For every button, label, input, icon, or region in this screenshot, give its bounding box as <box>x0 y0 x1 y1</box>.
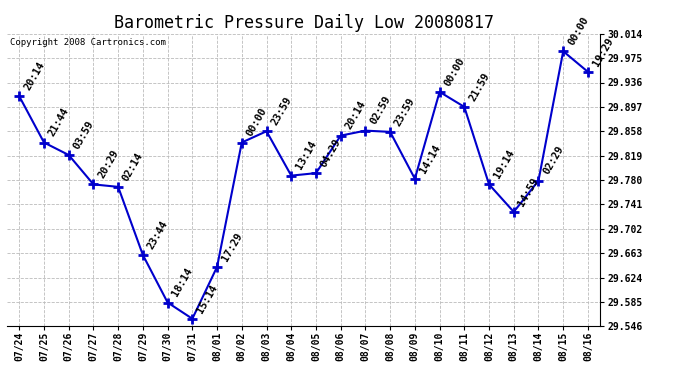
Text: 19:14: 19:14 <box>492 148 516 180</box>
Text: 21:44: 21:44 <box>47 106 71 138</box>
Text: 20:14: 20:14 <box>22 60 46 92</box>
Text: 18:14: 18:14 <box>170 266 195 298</box>
Text: 02:29: 02:29 <box>541 144 566 177</box>
Text: 15:14: 15:14 <box>195 282 219 315</box>
Text: 20:14: 20:14 <box>344 99 368 132</box>
Text: Copyright 2008 Cartronics.com: Copyright 2008 Cartronics.com <box>10 38 166 47</box>
Text: 03:59: 03:59 <box>72 119 96 151</box>
Text: 23:59: 23:59 <box>269 95 293 127</box>
Text: 14:59: 14:59 <box>517 176 541 208</box>
Text: 02:59: 02:59 <box>368 94 393 126</box>
Text: 17:29: 17:29 <box>220 231 244 263</box>
Text: 23:59: 23:59 <box>393 96 417 128</box>
Title: Barometric Pressure Daily Low 20080817: Barometric Pressure Daily Low 20080817 <box>114 14 493 32</box>
Text: 19:29: 19:29 <box>591 36 615 68</box>
Text: 14:14: 14:14 <box>417 142 442 175</box>
Text: 21:59: 21:59 <box>467 70 491 103</box>
Text: 04:29: 04:29 <box>319 137 343 169</box>
Text: 02:14: 02:14 <box>121 151 145 183</box>
Text: 00:00: 00:00 <box>566 15 590 47</box>
Text: 00:00: 00:00 <box>244 106 269 138</box>
Text: 20:29: 20:29 <box>96 148 121 180</box>
Text: 00:00: 00:00 <box>442 56 466 88</box>
Text: 23:44: 23:44 <box>146 219 170 251</box>
Text: 13:14: 13:14 <box>294 140 318 171</box>
